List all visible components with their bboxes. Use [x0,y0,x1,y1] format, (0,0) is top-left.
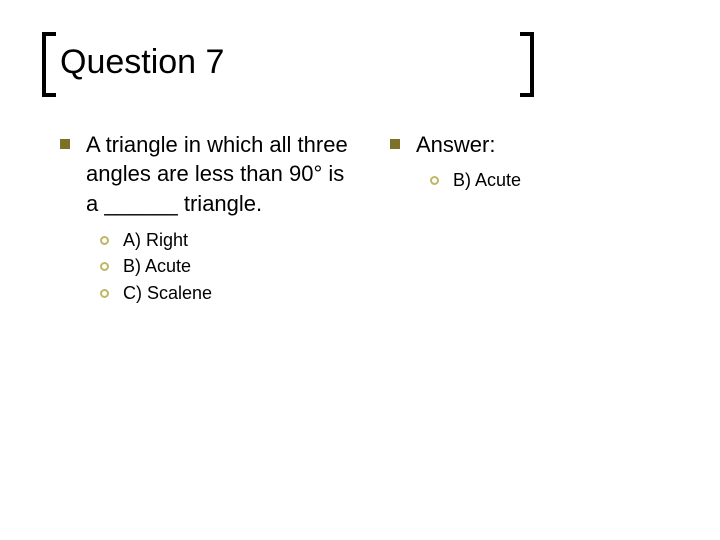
list-item: A) Right [100,229,360,252]
answer-list: B) Acute [430,169,670,192]
list-item: C) Scalene [100,282,360,305]
circle-bullet-icon [100,289,109,298]
answer-column: Answer: B) Acute [390,130,670,308]
square-bullet-icon [390,139,400,149]
circle-bullet-icon [100,236,109,245]
list-item: B) Acute [100,255,360,278]
content-area: A triangle in which all three angles are… [60,130,670,308]
question-text: A triangle in which all three angles are… [86,130,360,219]
circle-bullet-icon [430,176,439,185]
answer-text: B) Acute [453,169,521,192]
option-text: B) Acute [123,255,191,278]
bracket-right-icon [520,32,534,97]
title-container: Question 7 [60,40,224,85]
square-bullet-icon [60,139,70,149]
question-item: A triangle in which all three angles are… [60,130,360,219]
slide-title: Question 7 [60,40,224,85]
slide: Question 7 A triangle in which all three… [0,0,720,540]
circle-bullet-icon [100,262,109,271]
answer-item: Answer: [390,130,670,160]
question-column: A triangle in which all three angles are… [60,130,360,308]
option-text: A) Right [123,229,188,252]
answer-label: Answer: [416,130,495,160]
options-list: A) Right B) Acute C) Scalene [100,229,360,305]
list-item: B) Acute [430,169,670,192]
bracket-left-icon [42,32,56,97]
option-text: C) Scalene [123,282,212,305]
